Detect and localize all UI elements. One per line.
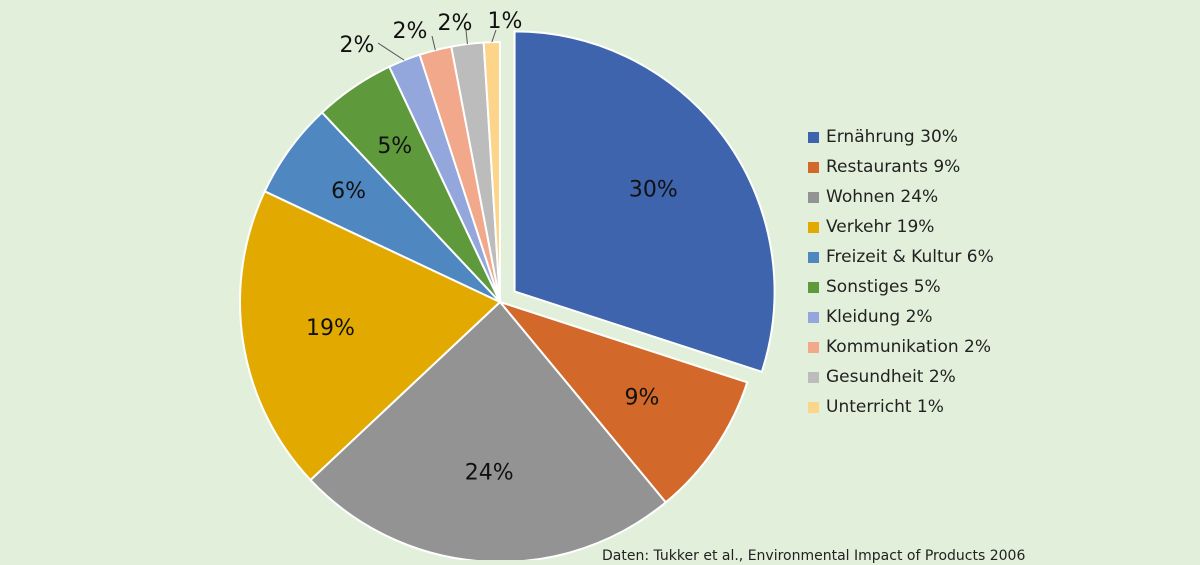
legend-label: Kommunikation 2% [826, 337, 991, 357]
legend-label: Wohnen 24% [826, 187, 939, 207]
legend-swatch [808, 281, 819, 293]
pie-slice-ernaehrung [513, 30, 776, 374]
data-label-gesundheit: 2% [438, 11, 473, 36]
pie-slice-verkehr [239, 189, 502, 482]
data-label-sonstiges: 5% [377, 134, 412, 159]
data-label-unterricht: 1% [488, 9, 523, 34]
legend-swatch [808, 191, 819, 203]
legend-label: Gesundheit 2% [826, 367, 956, 387]
legend-swatch [808, 401, 819, 413]
legend-swatch [808, 251, 819, 263]
legend-item-kleidung: Kleidung 2% [808, 302, 1068, 332]
legend-swatch [808, 131, 819, 143]
data-label-wohnen: 24% [465, 460, 514, 485]
legend-item-verkehr: Verkehr 19% [808, 212, 1068, 242]
legend-swatch [808, 371, 819, 383]
legend-swatch [808, 341, 819, 353]
data-label-kommunikation: 2% [393, 19, 428, 44]
leader-line-kleidung [377, 42, 405, 61]
leader-line-gesundheit [465, 29, 468, 45]
legend-swatch [808, 161, 819, 173]
legend-label: Restaurants 9% [826, 157, 961, 177]
legend-item-sonstiges: Sonstiges 5% [808, 272, 1068, 302]
data-label-kleidung: 2% [340, 33, 375, 58]
pie-slice-restaurants [497, 299, 749, 504]
leader-line-kommunikation [431, 35, 436, 51]
leader-line-unterricht [491, 29, 497, 43]
legend-item-restaurants: Restaurants 9% [808, 152, 1068, 182]
legend-swatch [808, 311, 819, 323]
legend-swatch [808, 221, 819, 233]
legend-label: Verkehr 19% [826, 217, 935, 237]
legend-item-gesundheit: Gesundheit 2% [808, 362, 1068, 392]
data-label-restaurants: 9% [624, 385, 659, 410]
data-label-verkehr: 19% [306, 316, 355, 341]
legend-item-ernaehrung: Ernährung 30% [808, 122, 1068, 152]
data-label-ernaehrung: 30% [629, 178, 678, 203]
legend-label: Kleidung 2% [826, 307, 933, 327]
legend-label: Freizeit & Kultur 6% [826, 247, 994, 267]
legend-item-freizeit-and-kultur: Freizeit & Kultur 6% [808, 242, 1068, 272]
legend-label: Unterricht 1% [826, 397, 944, 417]
pie-data-labels: 30% 9% 24% 19% 6% 5% 2% 2% 2% 1% [306, 9, 678, 485]
legend-item-kommunikation: Kommunikation 2% [808, 332, 1068, 362]
pie-slice-unterricht [482, 40, 501, 303]
pie-slices [239, 30, 776, 563]
legend-item-unterricht: Unterricht 1% [808, 392, 1068, 422]
source-note: Daten: Tukker et al., Environmental Impa… [602, 548, 1026, 564]
legend-item-wohnen: Wohnen 24% [808, 182, 1068, 212]
data-label-freizeit-and-kultur: 6% [331, 179, 366, 204]
chart-legend: Ernährung 30% Restaurants 9% Wohnen 24% Ver… [808, 122, 1068, 422]
legend-label: Sonstiges 5% [826, 277, 941, 297]
legend-label: Ernährung 30% [826, 127, 958, 147]
